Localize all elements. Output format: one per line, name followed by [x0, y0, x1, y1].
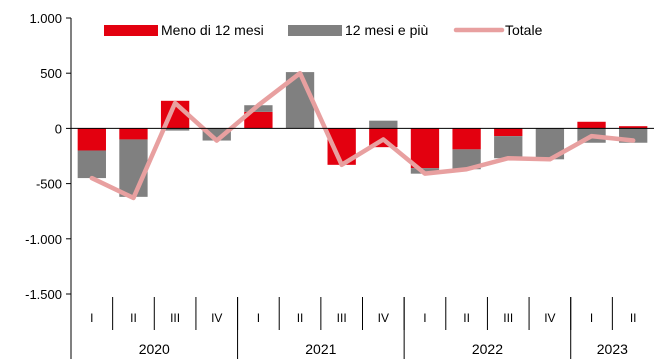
year-label: 2023	[597, 341, 628, 357]
y-axis: 1.000 500 0 -500 -1.000 -1.500	[25, 11, 72, 359]
x-tick-label: IV	[211, 311, 222, 325]
line-totale	[89, 70, 636, 201]
x-tick-label: I	[90, 311, 93, 325]
legend-label-totale: Totale	[505, 22, 543, 38]
year-label: 2022	[472, 341, 503, 357]
x-tick-label: II	[630, 311, 637, 325]
bar-meno-di-12-mesi	[577, 121, 606, 129]
legend-swatch-meno-di-12-mesi	[104, 25, 158, 36]
x-tick-label: IV	[544, 311, 555, 325]
legend-label-12-mesi-e-pi-: 12 mesi e più	[345, 22, 428, 38]
y-tick-label: -1.000	[25, 232, 62, 247]
bar-12-mesi-e-pi-	[77, 150, 106, 179]
bar-12-mesi-e-pi-	[160, 128, 190, 131]
bar-12-mesi-e-pi-	[369, 120, 398, 129]
bar-meno-di-12-mesi	[452, 128, 481, 150]
x-tick-label: II	[463, 311, 470, 325]
y-tick-label: -500	[36, 177, 62, 192]
y-tick-label: 1.000	[29, 11, 62, 26]
bar-meno-di-12-mesi	[77, 128, 106, 151]
x-tick-label: II	[297, 311, 304, 325]
bar-12-mesi-e-pi-	[244, 105, 273, 112]
legend-label-meno-di-12-mesi: Meno di 12 mesi	[161, 22, 264, 38]
bar-12-mesi-e-pi-	[119, 139, 148, 197]
x-tick-label: I	[423, 311, 426, 325]
x-tick-label: I	[590, 311, 593, 325]
bar-meno-di-12-mesi	[494, 128, 523, 137]
bar-meno-di-12-mesi	[410, 128, 440, 169]
x-tick-label: III	[337, 311, 347, 325]
x-tick-label: III	[170, 311, 180, 325]
bar-meno-di-12-mesi	[119, 128, 148, 140]
x-tick-label: III	[503, 311, 513, 325]
x-tick-label: II	[130, 311, 137, 325]
bar-12-mesi-e-pi-	[452, 149, 481, 170]
year-label: 2020	[139, 341, 170, 357]
x-tick-label: IV	[378, 311, 389, 325]
year-label: 2021	[305, 341, 336, 357]
line-series-group	[89, 70, 636, 201]
bar-series-group	[77, 72, 648, 197]
y-tick-label: 500	[40, 66, 62, 81]
y-tick-label: -1.500	[25, 287, 62, 302]
y-tick-label: 0	[55, 121, 62, 136]
bar-meno-di-12-mesi	[619, 126, 648, 129]
bar-12-mesi-e-pi-	[494, 136, 523, 159]
bar-meno-di-12-mesi	[244, 111, 273, 129]
legend: Meno di 12 mesi 12 mesi e più Totale	[104, 22, 543, 38]
legend-swatch-12-mesi-e-pi-	[288, 25, 342, 36]
x-tick-label: I	[257, 311, 260, 325]
